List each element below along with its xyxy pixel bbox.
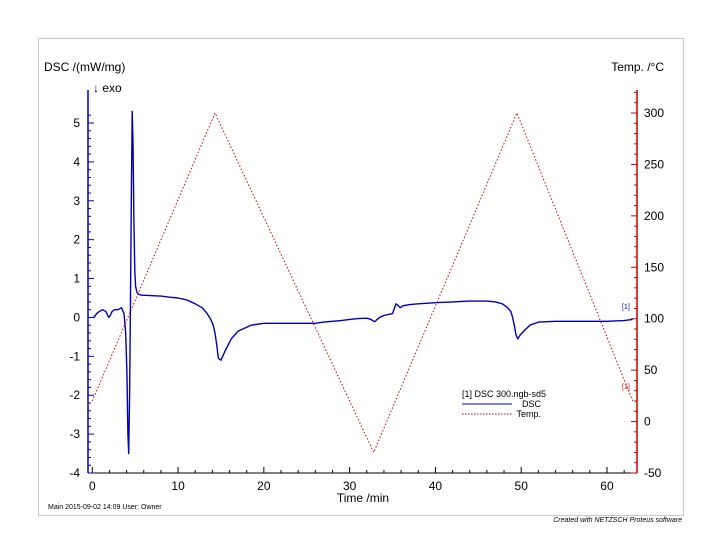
dsc-curve-tag: [1]	[622, 304, 630, 311]
legend-entry-temp: Temp.	[516, 409, 541, 419]
x-tick-label: 0	[89, 479, 96, 493]
right-tick-label: 300	[644, 106, 664, 120]
exo-marker: ↓ exo	[93, 81, 122, 95]
left-axis-label: DSC /(mW/mg)	[44, 60, 125, 74]
x-axis-label: Time /min	[337, 491, 389, 505]
left-tick-label: 5	[73, 116, 80, 130]
temp-curve-tag: [1]	[622, 384, 630, 391]
right-tick-label: -50	[644, 466, 662, 480]
x-tick-label: 10	[171, 479, 185, 493]
right-tick-label: 200	[644, 209, 664, 223]
right-tick-label: 0	[644, 415, 651, 429]
left-tick-label: 4	[73, 155, 80, 169]
left-tick-label: -4	[69, 466, 80, 480]
right-tick-label: 150	[644, 260, 664, 274]
footer-info: Main 2015-09-02 14:09 User: Owner	[48, 504, 162, 511]
chart-plot-area: -4 -3 -2 -1 0 1 2 3 4 5 -50 0 50 100 150 200 250 300 0 10 20…	[69, 90, 664, 493]
left-tick-label: 0	[73, 310, 80, 324]
left-tick-label: 1	[73, 272, 80, 286]
left-tick-label: 2	[73, 233, 80, 247]
right-axis-label: Temp. /°C	[611, 60, 664, 74]
dsc-series-line	[92, 110, 633, 455]
left-tick-label: -2	[69, 388, 80, 402]
footer-credit: Created with NETZSCH Proteus software	[553, 517, 682, 524]
temp-series-line	[91, 112, 634, 453]
x-tick-label: 30	[343, 479, 357, 493]
x-tick-label: 40	[429, 479, 443, 493]
left-tick-label: -1	[69, 349, 80, 363]
left-tick-label: -3	[69, 427, 80, 441]
right-tick-label: 50	[644, 363, 658, 377]
right-tick-label: 250	[644, 157, 664, 171]
right-tick-label: 100	[644, 312, 664, 326]
x-tick-label: 20	[257, 479, 271, 493]
chart-frame	[38, 38, 684, 516]
left-tick-label: 3	[73, 194, 80, 208]
legend-entry-dsc: DSC	[522, 399, 542, 409]
x-tick-label: 50	[515, 479, 529, 493]
x-tick-label: 60	[600, 479, 614, 493]
legend: [1] DSC 300.ngb-sd5 DSC Temp.	[462, 389, 546, 419]
legend-title: [1] DSC 300.ngb-sd5	[462, 389, 546, 399]
